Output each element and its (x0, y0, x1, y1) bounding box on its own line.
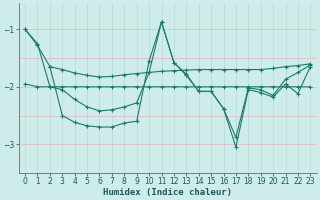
X-axis label: Humidex (Indice chaleur): Humidex (Indice chaleur) (103, 188, 232, 197)
